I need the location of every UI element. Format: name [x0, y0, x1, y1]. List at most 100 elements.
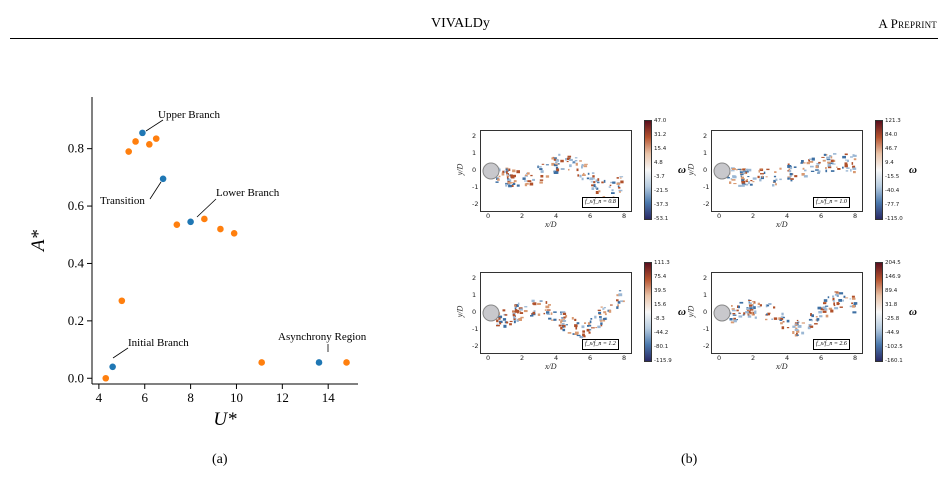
vorticity-blob: [738, 312, 740, 314]
colorbar-tick-label: 4.8: [654, 160, 663, 166]
vorticity-blob: [757, 175, 760, 179]
y-tick-label: -2: [472, 342, 479, 350]
y-tick-label: -1: [472, 183, 479, 191]
vorticity-blob: [517, 318, 521, 321]
y-tick-label: 2: [703, 274, 708, 282]
vorticity-blob: [566, 161, 569, 163]
vorticity-blob: [619, 176, 624, 178]
vorticity-blob: [733, 183, 737, 185]
vorticity-blob: [519, 308, 523, 311]
vorticity-blob: [530, 315, 534, 317]
vorticity-blob: [818, 311, 822, 314]
vorticity-blob: [796, 323, 799, 325]
vorticity-blob: [537, 302, 541, 305]
vorticity-blob: [597, 309, 601, 311]
x-tick-label: 6: [141, 390, 148, 405]
vorticity-blob: [505, 321, 509, 324]
colorbar-label: ω: [678, 306, 686, 318]
x-tick-label: 0: [486, 212, 491, 220]
vorticity-blob: [524, 306, 528, 308]
vorticity-blob: [580, 335, 583, 339]
vorticity-blob: [612, 181, 616, 184]
y-tick-label: 1: [703, 149, 708, 157]
cylinder-marker: [482, 304, 500, 322]
vorticity-blob: [541, 163, 545, 165]
vorticity-blob: [804, 169, 807, 172]
vorticity-blob: [587, 322, 591, 325]
vorticity-blob: [510, 185, 514, 187]
vorticity-blob: [794, 323, 798, 325]
vorticity-blob: [843, 295, 846, 298]
vorticity-blob: [739, 171, 744, 174]
vorticity-blob: [616, 294, 620, 297]
vorticity-blob: [553, 171, 557, 173]
vorticity-blob: [825, 154, 828, 156]
colorbar: [875, 262, 883, 362]
vorticity-blob: [572, 333, 575, 335]
vorticity-blob: [737, 168, 742, 170]
vorticity-blob: [512, 174, 516, 178]
vorticity-blob: [610, 304, 613, 306]
vorticity-blob: [789, 166, 793, 170]
vorticity-blob: [816, 163, 820, 165]
vorticity-blob: [506, 176, 509, 179]
y-axis-label: y/D: [686, 305, 696, 318]
vorticity-blob: [802, 162, 806, 164]
colorbar-tick-label: 31.2: [654, 132, 667, 138]
vorticity-blob: [745, 180, 748, 183]
vorticity-blob: [573, 161, 575, 163]
vorticity-blob: [586, 177, 589, 180]
vorticity-blob: [562, 328, 566, 332]
vorticity-blob: [745, 171, 748, 173]
vorticity-blob: [811, 319, 813, 322]
vorticity-blob: [561, 323, 565, 326]
annotation-leader: [196, 198, 217, 218]
vorticity-blob: [742, 184, 745, 187]
colorbar-tick-label: -37.3: [654, 202, 669, 208]
vorticity-blob: [506, 171, 508, 174]
vorticity-blob: [800, 162, 804, 164]
colorbar-tick-label: -160.1: [885, 358, 903, 364]
vorticity-blob: [595, 191, 599, 194]
vorticity-blob: [509, 320, 513, 323]
vorticity-blob: [582, 172, 585, 176]
vorticity-blob: [551, 162, 555, 166]
x-tick-label: 2: [751, 212, 756, 220]
vorticity-blob: [809, 160, 814, 163]
vorticity-blob: [520, 316, 524, 319]
vorticity-blob: [771, 318, 773, 320]
colorbar-tick-label: 111.3: [654, 260, 670, 266]
vorticity-blob: [747, 310, 751, 314]
vorticity-blob: [738, 184, 742, 187]
y-tick-label: 0: [703, 166, 708, 174]
vorticity-blob: [817, 306, 822, 310]
vorticity-blob: [504, 170, 506, 173]
vorticity-blob: [794, 322, 799, 325]
vorticity-blob: [794, 328, 799, 331]
vorticity-blob: [817, 170, 821, 173]
vorticity-blob: [508, 183, 511, 186]
vorticity-blob: [599, 316, 602, 318]
vorticity-blob: [616, 177, 619, 179]
vorticity-blob: [502, 170, 505, 173]
annotation-label: Asynchrony Region: [278, 331, 367, 343]
colorbar-tick-label: -53.1: [654, 216, 669, 222]
vorticity-blob: [852, 305, 856, 308]
vorticity-blob: [540, 175, 544, 178]
vorticity-blob: [826, 156, 831, 159]
vorticity-blob: [733, 319, 737, 323]
vorticity-blob: [852, 297, 856, 300]
vorticity-blob: [816, 318, 820, 321]
colorbar-tick-label: -21.5: [654, 188, 669, 194]
vorticity-blob: [505, 183, 508, 187]
vorticity-blob: [803, 175, 808, 178]
vorticity-blob: [808, 159, 810, 162]
annotation-leader: [145, 119, 164, 132]
x-axis-label: U*: [213, 409, 237, 430]
data-point-orange: [146, 141, 153, 148]
vorticity-blob: [739, 312, 741, 314]
vorticity-blob: [845, 170, 849, 172]
vorticity-blob: [730, 178, 733, 180]
vorticity-blob: [515, 309, 520, 313]
vorticity-blob: [748, 181, 750, 184]
